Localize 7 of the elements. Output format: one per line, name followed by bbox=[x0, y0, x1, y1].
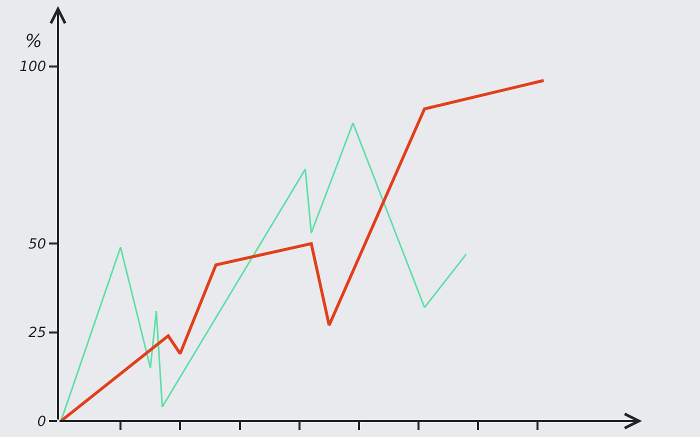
line-series bbox=[59, 78, 546, 421]
y-axis-title: % bbox=[25, 31, 42, 52]
y-tick-label: 0 bbox=[37, 414, 46, 430]
y-tick-label: 100 bbox=[19, 59, 46, 76]
y-tick-label: 25 bbox=[28, 325, 46, 342]
line-series bbox=[60, 122, 467, 421]
y-tick-label: 50 bbox=[28, 236, 46, 253]
